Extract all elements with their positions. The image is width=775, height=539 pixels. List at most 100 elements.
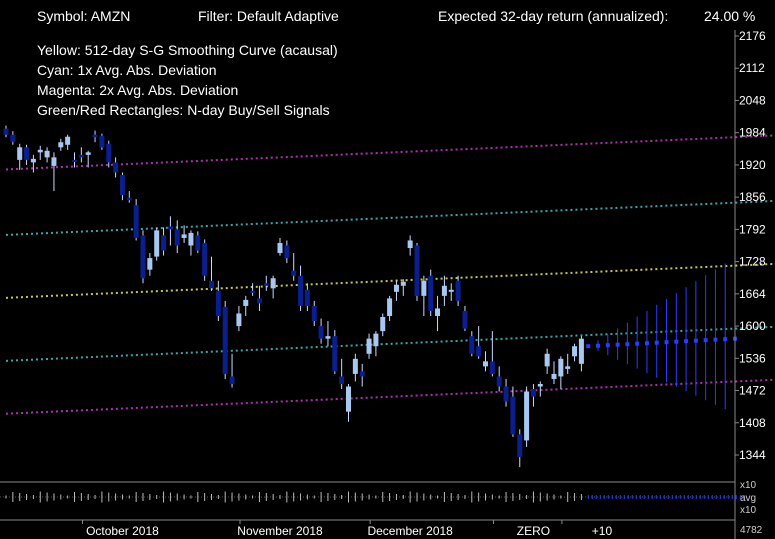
candle-body [517, 434, 523, 458]
x-tick-label: November 2018 [237, 524, 323, 538]
candle-body [202, 242, 208, 276]
candle-body [78, 154, 84, 158]
dev2-line-0 [5, 134, 775, 171]
legend-cyan: Cyan: 1x Avg. Abs. Deviation [37, 62, 217, 78]
forecast-point [586, 344, 591, 349]
forecast-point [644, 341, 649, 346]
smoothing-line [5, 262, 775, 299]
y-tick-label: 1536 [739, 351, 766, 365]
chart-lines [5, 134, 775, 415]
candle-body [17, 147, 23, 160]
candle-body [243, 299, 249, 306]
candle-body [496, 376, 502, 387]
candles [3, 125, 584, 468]
candle-body [311, 305, 317, 322]
candle-body [387, 298, 393, 317]
candle-body [304, 289, 310, 306]
forecast-point [615, 342, 620, 347]
candle-body [414, 245, 420, 296]
candle-body [462, 310, 468, 329]
candle-body [51, 157, 57, 166]
candle-body [366, 338, 372, 354]
candle-body [3, 128, 9, 135]
candle-body [407, 240, 413, 249]
volume-value: 4782 [740, 525, 763, 536]
y-tick-label: 1408 [739, 416, 766, 430]
dev2-line-1 [5, 378, 775, 415]
candle-body [167, 226, 173, 230]
axes: 2176 2112 2048 1984 1920 1856 1792 1728 1664 1600… [0, 29, 766, 539]
candle-body [489, 361, 495, 374]
y-tick-label: 1472 [739, 384, 766, 398]
forecast-point [723, 337, 728, 342]
symbol-label: Symbol: AMZN [37, 8, 131, 24]
x-tick-label: +10 [592, 524, 613, 538]
candle-body [291, 270, 297, 276]
candle-body [352, 358, 358, 374]
candle-body [572, 346, 578, 357]
candle-body [58, 142, 64, 148]
candle-body [30, 158, 36, 163]
candle-body [250, 290, 256, 293]
candle-body [455, 280, 461, 301]
forecast-point [703, 338, 708, 343]
forecast-point [674, 339, 679, 344]
candle-body [558, 358, 564, 377]
y-tick-label: 2176 [739, 29, 766, 43]
forecast [586, 257, 737, 414]
candle-body [222, 306, 228, 374]
candle-body [256, 298, 262, 304]
forecast-point [664, 340, 669, 345]
candle-body [195, 235, 201, 251]
y-tick-label: 2112 [739, 61, 765, 75]
candle-body [85, 152, 91, 155]
volume-axis-label: x10 [740, 505, 757, 516]
candle-body [524, 391, 530, 441]
candle-body [65, 136, 71, 145]
forecast-point [605, 343, 610, 348]
forecast-point [693, 338, 698, 343]
candle-body [72, 159, 77, 162]
candle-body [126, 197, 132, 201]
candle-body [400, 281, 406, 286]
y-tick-label: 2048 [739, 93, 766, 107]
candle-body [510, 396, 516, 435]
candle-body [435, 308, 441, 317]
candle-body [92, 134, 98, 138]
candle-body [503, 386, 509, 402]
legend-magenta: Magenta: 2x Avg. Abs. Deviation [37, 82, 239, 98]
candle-body [544, 353, 550, 367]
candle-body [119, 174, 125, 196]
candle-body [99, 135, 105, 148]
candle-body [236, 313, 242, 327]
candle-body [332, 336, 338, 372]
candle-body [551, 373, 557, 379]
candle-body [181, 234, 187, 238]
y-tick-label: 1920 [739, 158, 766, 172]
candle-body [380, 317, 386, 332]
candle-body [483, 361, 488, 367]
expected-return-label: Expected 32-day return (annualized): [438, 8, 669, 24]
y-tick-label: 1792 [739, 222, 766, 236]
candle-body [373, 333, 379, 347]
forecast-point [625, 342, 630, 347]
candle-body [140, 235, 146, 279]
volume-axis-label: avg [740, 493, 756, 504]
candle-body [339, 376, 345, 384]
candle-body [106, 143, 112, 163]
candle-body [147, 258, 153, 270]
candle-body [188, 232, 194, 246]
candle-body [393, 284, 399, 292]
forecast-point [654, 340, 659, 345]
legend-signals: Green/Red Rectangles: N-day Buy/Sell Sig… [37, 102, 330, 118]
dev1-line-0 [5, 199, 775, 236]
candle-body [161, 235, 167, 251]
y-tick-label: 1856 [739, 190, 766, 204]
x-tick-label: ZERO [517, 524, 550, 538]
expected-return-value: 24.00 % [704, 8, 756, 24]
y-tick-label: 1600 [739, 319, 766, 333]
candle-body [113, 162, 119, 173]
candle-body [318, 326, 324, 339]
x-tick-label: October 2018 [86, 524, 159, 538]
